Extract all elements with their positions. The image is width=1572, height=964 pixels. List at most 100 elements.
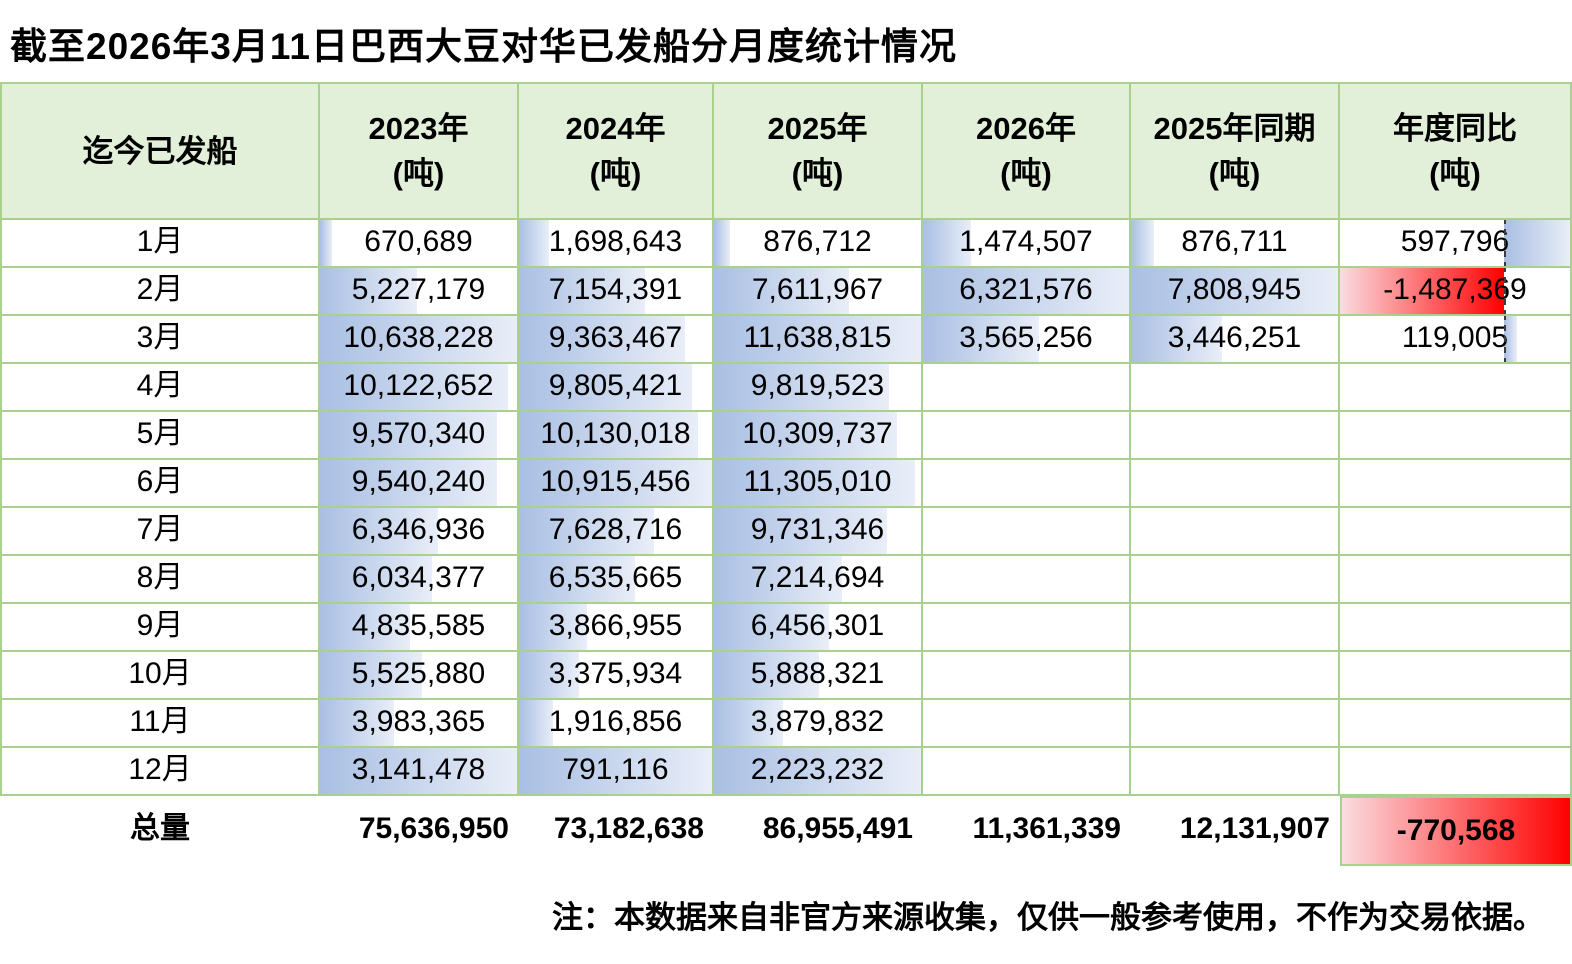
value-cell: 3,446,251 [1131,316,1340,364]
yoy-axis-line [1503,316,1506,362]
total-yoy-cell: -770,568 [1340,796,1572,866]
month-label-cell: 4月 [0,364,320,412]
data-bar [519,316,685,362]
cell-value: 3,375,934 [548,657,683,690]
cell-value: 6,456,301 [750,609,885,642]
value-cell: 119,005 [1340,316,1572,364]
value-cell: 9,805,421 [519,364,714,412]
total-value-cell: 86,955,491 [714,796,923,866]
cell-value: 2月 [136,273,184,306]
cell-value: 9,805,421 [548,369,683,402]
data-bar [1131,220,1155,266]
data-bar [320,412,498,458]
value-cell [1131,700,1340,748]
value-cell: 6,346,936 [320,508,519,556]
data-bar [320,220,333,266]
cell-value: 3,446,251 [1167,321,1302,354]
value-cell [923,460,1131,508]
cell-value: 9,731,346 [750,513,885,546]
value-cell: 3,565,256 [923,316,1131,364]
cell-value: 597,796 [1400,225,1510,258]
value-cell: 5,227,179 [320,268,519,316]
month-label-cell: 5月 [0,412,320,460]
value-cell: 4,835,585 [320,604,519,652]
total-row: 总量 75,636,950 73,182,638 86,955,491 11,361,3… [0,796,1572,866]
column-header-6: 年度同比 (吨) [1340,82,1572,220]
month-label-cell: 1月 [0,220,320,268]
data-bar [923,316,1040,362]
cell-value: 11月 [129,705,191,738]
data-bar [320,460,497,506]
data-bar [519,748,712,794]
value-cell [923,556,1131,604]
value-cell: 10,638,228 [320,316,519,364]
data-bar [519,220,550,266]
data-bar [320,652,423,698]
month-label-cell: 9月 [0,604,320,652]
yoy-axis-line [1503,268,1506,314]
data-bar [923,220,971,266]
data-bar [320,508,438,554]
month-row: 2月 5,227,179 7,154,391 7,611,967 6,321,576 7,… [0,268,1572,316]
value-cell: 5,888,321 [714,652,923,700]
cell-value: 7,611,967 [751,273,884,306]
column-header-label: 2024年 [565,111,666,146]
cell-value: 11,361,339 [972,812,1122,845]
month-label-cell: 6月 [0,460,320,508]
data-bar [714,460,915,506]
month-label-cell: 12月 [0,748,320,796]
cell-value: 7月 [136,513,184,546]
data-bar [714,700,783,746]
cell-value: 3月 [136,321,184,354]
data-bar [519,556,635,602]
value-cell [1340,556,1572,604]
data-bar [923,268,1129,314]
value-cell [1340,652,1572,700]
column-header-4: 2026年 (吨) [923,82,1131,220]
value-cell [1131,412,1340,460]
cell-value: 12,131,907 [1179,812,1330,845]
data-bar [519,700,553,746]
cell-value: 7,808,945 [1167,273,1302,306]
value-cell: 9,540,240 [320,460,519,508]
cell-value: 10,915,456 [540,465,691,498]
column-header-0: 迄今已发船 [0,82,320,220]
month-label-cell: 2月 [0,268,320,316]
value-cell: 7,808,945 [1131,268,1340,316]
value-cell [923,604,1131,652]
value-cell: 11,638,815 [714,316,923,364]
month-label-cell: 11月 [0,700,320,748]
column-header-1: 2023年 (吨) [320,82,519,220]
month-row: 9月 4,835,585 3,866,955 6,456,301 [0,604,1572,652]
cell-value: 9,819,523 [750,369,885,402]
month-label-cell: 10月 [0,652,320,700]
column-header-3: 2025年 (吨) [714,82,923,220]
statistics-table: 迄今已发船 2023年 (吨) 2024年 (吨) 2025年 (吨) 2026年 (吨) 202… [0,82,1572,866]
column-header-label: 2025年 [767,111,868,146]
data-bar [519,508,654,554]
column-header-label: 2023年 [368,111,469,146]
value-cell [1340,412,1572,460]
value-cell: 9,731,346 [714,508,923,556]
value-cell [1340,364,1572,412]
cell-value: 73,182,638 [553,812,704,845]
cell-value: 9,540,240 [351,465,486,498]
cell-value: 876,711 [1181,225,1288,258]
yoy-axis-line [1503,220,1506,266]
column-header-unit: (吨) [589,156,642,191]
cell-value: 10,122,652 [343,369,494,402]
column-header-unit: (吨) [1000,156,1052,191]
value-cell: 10,122,652 [320,364,519,412]
data-bar [714,316,921,362]
data-bar [320,316,517,362]
data-bar [320,700,394,746]
cell-value: 3,879,832 [750,705,885,738]
total-value-cell: 11,361,339 [923,796,1131,866]
cell-value: 9,363,467 [548,321,683,354]
data-bar [1131,316,1223,362]
cell-value: 3,141,478 [351,753,486,786]
cell-value: 6,321,576 [959,273,1093,306]
value-cell: 597,796 [1340,220,1572,268]
month-row: 8月 6,034,377 6,535,665 7,214,694 [0,556,1572,604]
data-bar [519,412,699,458]
